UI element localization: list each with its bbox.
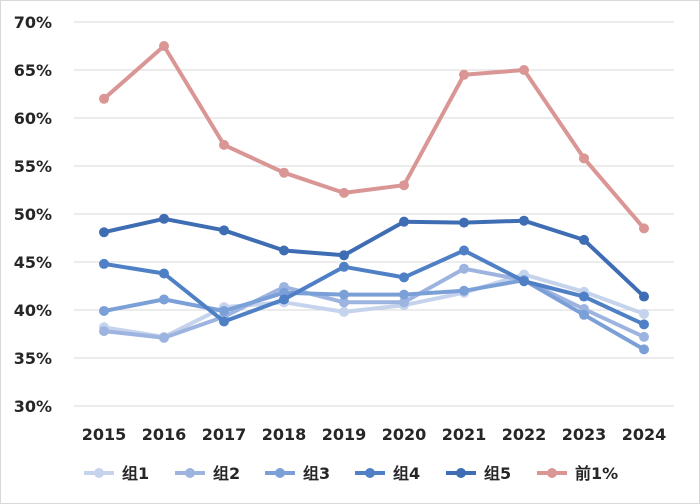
y-tick-label: 60% (14, 109, 52, 128)
x-tick-label: 2018 (262, 425, 307, 444)
data-point (219, 225, 229, 236)
legend-item[interactable]: 组2 (175, 464, 240, 483)
data-point (399, 289, 409, 300)
legend-swatch-marker (365, 468, 375, 478)
data-point (639, 291, 649, 302)
data-point (219, 305, 229, 316)
x-tick-label: 2021 (442, 425, 487, 444)
x-tick-label: 2022 (502, 425, 547, 444)
series-4 (99, 245, 649, 330)
data-point (99, 258, 109, 269)
legend-item[interactable]: 组5 (446, 464, 511, 483)
data-point (579, 291, 589, 302)
data-point (519, 276, 529, 287)
legend-item[interactable]: 前1% (537, 464, 618, 483)
data-point (279, 294, 289, 305)
series-line (102, 216, 646, 299)
data-point (99, 93, 109, 104)
series-line (102, 266, 646, 340)
data-point (339, 297, 349, 308)
legend-label: 组3 (303, 464, 330, 483)
legend-label: 组2 (213, 464, 240, 483)
data-point (339, 289, 349, 300)
data-point (339, 187, 349, 198)
data-point (399, 216, 409, 227)
data-point (579, 309, 589, 320)
data-point (639, 319, 649, 330)
x-tick-label: 2020 (382, 425, 427, 444)
y-tick-label: 55% (14, 157, 52, 176)
data-point (519, 65, 529, 75)
data-point (159, 294, 169, 305)
legend-label: 组1 (122, 464, 149, 483)
data-point (279, 167, 289, 178)
series-6 (99, 41, 649, 234)
data-point (339, 250, 349, 261)
data-point (399, 272, 409, 283)
x-tick-label: 2016 (142, 425, 187, 444)
legend-swatch-marker (275, 468, 285, 478)
gridlines (74, 21, 674, 407)
legend-item[interactable]: 组1 (84, 464, 149, 483)
data-point (639, 331, 649, 342)
y-tick-label: 50% (14, 205, 52, 224)
legend-label: 组5 (484, 464, 511, 483)
x-tick-label: 2024 (622, 425, 667, 444)
legend-label: 组4 (393, 464, 420, 483)
data-point (159, 213, 169, 224)
legend-swatch-marker (456, 468, 466, 478)
series-lines (99, 41, 649, 355)
x-tick-label: 2017 (202, 425, 247, 444)
legend-swatch-marker (185, 468, 195, 478)
data-point (159, 332, 169, 343)
series-line (102, 44, 646, 231)
data-point (399, 297, 409, 308)
data-point (519, 215, 529, 226)
data-point (99, 305, 109, 316)
data-point (159, 268, 169, 279)
y-tick-label: 65% (14, 61, 52, 80)
series-line (102, 278, 646, 352)
y-tick-label: 30% (14, 397, 52, 416)
data-point (99, 227, 109, 238)
data-point (459, 69, 469, 80)
series-5 (99, 213, 649, 302)
data-point (219, 139, 229, 150)
data-point (459, 285, 469, 296)
x-tick-label: 2023 (562, 425, 607, 444)
y-axis-ticks: 30% 35% 40% 45% 50% 55% 60% 65% 70% (14, 13, 52, 416)
legend-swatch-marker (547, 468, 557, 478)
y-tick-label: 40% (14, 301, 52, 320)
series-line (102, 248, 646, 327)
data-point (639, 308, 649, 319)
data-point (159, 41, 169, 51)
series-line (102, 272, 646, 339)
x-tick-label: 2019 (322, 425, 367, 444)
data-point (219, 316, 229, 327)
data-point (579, 234, 589, 245)
legend-swatch-marker (94, 468, 104, 478)
x-tick-label: 2015 (82, 425, 127, 444)
x-axis-ticks: 2015 2016 2017 2018 2019 2020 2021 2022 2023 2024 (82, 425, 667, 444)
data-point (399, 180, 409, 191)
y-tick-label: 45% (14, 253, 52, 272)
legend-item[interactable]: 组4 (355, 464, 420, 483)
data-point (279, 245, 289, 256)
y-tick-label: 35% (14, 349, 52, 368)
legend-item[interactable]: 组3 (265, 464, 330, 483)
data-point (339, 261, 349, 272)
data-point (639, 344, 649, 355)
legend: 组1 组2 组3 组4 组5 前1% (84, 464, 618, 483)
data-point (339, 306, 349, 317)
data-point (639, 223, 649, 234)
data-point (459, 245, 469, 256)
data-point (99, 326, 109, 337)
data-point (459, 263, 469, 274)
legend-label: 前1% (575, 464, 618, 483)
data-point (459, 217, 469, 228)
y-tick-label: 70% (14, 13, 52, 32)
data-point (579, 153, 589, 164)
